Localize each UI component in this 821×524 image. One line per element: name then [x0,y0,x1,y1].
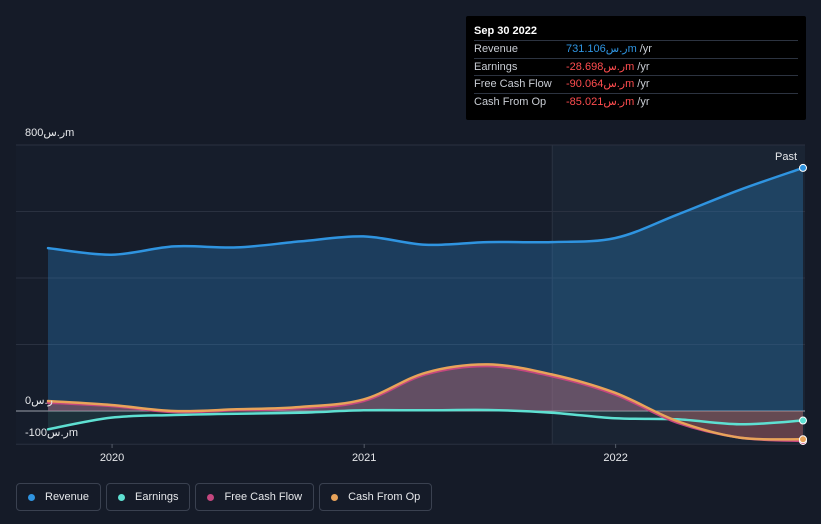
tooltip-row: Revenue 731.106ر.سm/yr [474,40,798,58]
y-label-top: 800ر.سm [25,127,74,139]
y-label-zero: 0ر.س [25,395,53,407]
x-tick-label: 2021 [352,452,376,464]
earnings-area [48,409,803,430]
revenue-end-point [799,163,807,172]
x-tick-label: 2020 [100,452,124,464]
revenue-line [46,166,805,256]
y-label-bottom: -100ر.سm [25,427,78,439]
legend-item-cash-from-op[interactable]: Cash From Op [319,483,433,511]
label-layer: 800ر.سm 0ر.س -100ر.سm 2020 2021 2022 Past [25,127,797,464]
cash-from-op-end-point [799,435,807,444]
area-layer [48,167,803,441]
tooltip-row-suffix: /yr [637,95,650,108]
tooltip-row-value: -28.698ر.سm [566,60,635,73]
tooltip-row-suffix: /yr [637,78,650,90]
legend-item-revenue[interactable]: Revenue [16,483,102,511]
legend-label: Free Cash Flow [224,491,303,503]
legend-label: Cash From Op [348,491,421,503]
tooltip-row-label: Free Cash Flow [474,78,552,90]
earnings-line [46,408,805,431]
legend: Revenue Earnings Free Cash Flow Cash From O… [16,483,433,511]
past-label: Past [775,151,797,163]
cash-from-op-area [48,364,803,440]
past-region [552,145,805,444]
legend-label: Revenue [45,491,90,503]
tooltip-row-suffix: /yr [639,43,652,55]
earnings-end-point [799,416,807,425]
tooltip-row-label: Earnings [474,60,518,73]
tooltip-row-label: Cash From Op [474,95,547,108]
free-cash-flow-area [48,366,803,441]
tooltip-date: Sep 30 2022 [474,25,537,37]
legend-dot-icon [331,493,339,501]
tooltip-row-value: -85.021ر.سm [566,95,635,108]
tooltip-row-value: 731.106ر.سm [566,43,637,55]
tooltip-row-value: -90.064ر.سm [566,78,635,90]
tooltip-row-label: Revenue [474,43,519,55]
cash-from-op-line [46,363,805,441]
legend-dot-icon [118,493,126,501]
tooltip-panel: Sep 30 2022 Revenue 731.106ر.سm/yr Earning… [466,16,806,120]
legend-dot-icon [207,493,215,501]
tooltip-row: Cash From Op -85.021ر.سm/yr [474,92,798,111]
legend-item-free-cash-flow[interactable]: Free Cash Flow [195,483,315,511]
x-tick-label: 2022 [603,452,627,464]
legend-dot-icon [28,493,35,501]
grid-layer [16,144,805,445]
legend-label: Earnings [135,491,179,503]
line-layer [46,163,807,445]
legend-item-earnings[interactable]: Earnings [106,483,191,511]
tooltip-row: Free Cash Flow -90.064ر.سm/yr [474,75,798,93]
tooltip-row-suffix: /yr [637,60,650,73]
tooltip-row: Earnings -28.698ر.سm/yr [474,57,798,76]
revenue-area [48,167,803,411]
